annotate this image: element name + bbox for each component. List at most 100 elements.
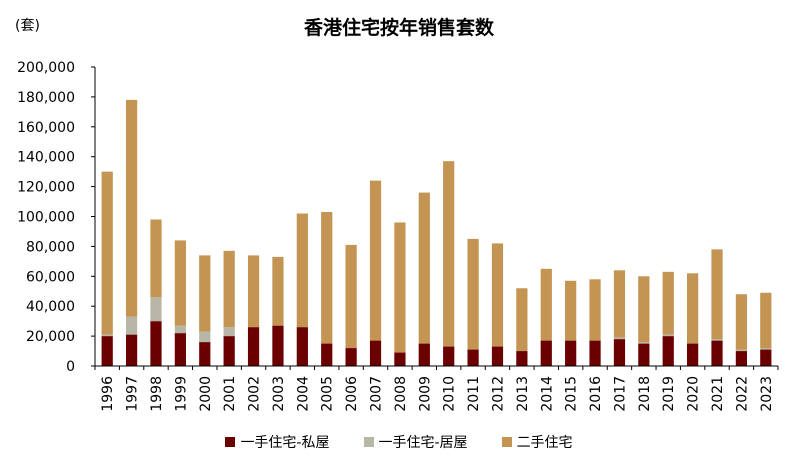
bar-1997-series-1	[125, 316, 138, 335]
bar-1999-series-0	[174, 333, 186, 366]
x-tick-label: 2015	[564, 376, 580, 412]
y-tick-label: 80,000	[26, 239, 75, 255]
y-tick-label: 20,000	[26, 329, 75, 345]
y-tick-label: 180,000	[17, 90, 75, 106]
x-tick-label: 2010	[442, 376, 458, 412]
bar-2014-series-2	[540, 268, 552, 341]
bar-2018-series-2	[638, 276, 650, 343]
bar-2011-series-0	[467, 349, 479, 366]
bar-2023-series-1	[760, 348, 772, 350]
bar-2001-series-1	[223, 327, 235, 337]
x-tick-label: 1998	[149, 376, 165, 412]
x-tick-label: 2021	[710, 376, 726, 412]
legend-item-0: 一手住宅-私屋	[225, 432, 330, 452]
bar-2013-series-2	[516, 288, 528, 352]
x-tick-label: 2019	[661, 376, 677, 412]
bar-1998-series-0	[150, 321, 162, 366]
x-tick-label: 2002	[247, 376, 263, 412]
bar-2017-series-0	[613, 339, 626, 366]
bar-2004-series-2	[296, 213, 308, 328]
bar-2000-series-0	[199, 342, 211, 366]
y-tick-label: 160,000	[17, 120, 75, 136]
x-tick-label: 2017	[612, 376, 628, 412]
bar-1999-series-2	[174, 240, 186, 326]
bar-2019-series-0	[662, 336, 674, 366]
bar-2009-series-2	[418, 192, 430, 344]
bar-2009-series-0	[418, 343, 430, 366]
x-tick-label: 2003	[271, 376, 287, 412]
bar-2002-series-2	[247, 255, 260, 328]
x-tick-label: 2012	[490, 376, 506, 412]
bar-2023-series-2	[760, 292, 772, 349]
bar-2005-series-2	[321, 212, 333, 344]
bar-1999-series-1	[174, 325, 186, 334]
bars-layer	[101, 99, 772, 366]
legend-item-1: 一手住宅-居屋	[363, 432, 468, 452]
bar-2023-series-0	[760, 349, 772, 366]
bar-2012-series-0	[491, 346, 504, 366]
x-tick-label: 2005	[320, 376, 336, 412]
x-tick-label: 2008	[393, 376, 409, 412]
bar-2013-series-0	[516, 351, 528, 366]
x-tick-label: 2006	[344, 376, 360, 412]
x-tick-label: 2014	[539, 376, 555, 412]
x-tick-label: 2023	[759, 376, 775, 412]
bar-2015-series-2	[565, 280, 577, 341]
legend-swatch	[363, 437, 374, 447]
bar-2001-series-0	[223, 336, 235, 366]
x-tick-label: 2004	[295, 376, 311, 412]
bar-2003-series-2	[272, 256, 284, 326]
legend-swatch	[225, 437, 236, 447]
x-tick-label: 2018	[637, 376, 653, 412]
bar-2019-series-2	[662, 271, 674, 335]
bar-2008-series-0	[394, 352, 406, 366]
bar-2007-series-2	[369, 180, 382, 341]
bar-2017-series-1	[613, 337, 626, 340]
bar-2005-series-0	[321, 343, 333, 366]
y-tick-label: 60,000	[26, 269, 75, 285]
y-tick-label: 200,000	[17, 60, 75, 76]
bar-1998-series-2	[150, 219, 162, 298]
y-tick-label: 140,000	[17, 150, 75, 166]
bar-2021-series-0	[711, 340, 723, 366]
legend-label: 一手住宅-居屋	[378, 435, 468, 451]
bar-2008-series-2	[394, 222, 406, 353]
y-axis-unit-label: (套)	[15, 18, 40, 34]
bar-1996-series-0	[101, 336, 113, 366]
legend-label: 二手住宅	[516, 435, 573, 451]
bar-2018-series-0	[638, 343, 650, 366]
bar-2001-series-2	[223, 250, 235, 328]
bar-2019-series-1	[662, 334, 674, 337]
bar-2017-series-2	[613, 270, 626, 338]
bar-2000-series-2	[199, 255, 211, 332]
x-tick-label: 2001	[222, 376, 238, 412]
bar-2016-series-2	[589, 279, 601, 341]
legend-item-2: 二手住宅	[501, 432, 573, 452]
bar-2020-series-2	[687, 273, 699, 344]
bar-2018-series-1	[638, 342, 650, 344]
bar-2021-series-2	[711, 249, 723, 340]
bar-1998-series-1	[150, 297, 162, 322]
bar-1997-series-0	[125, 334, 138, 366]
chart-title: 香港住宅按年销售套数	[303, 17, 494, 39]
x-tick-label: 1999	[173, 376, 189, 412]
bar-2010-series-2	[443, 161, 455, 347]
bar-2014-series-0	[540, 340, 552, 366]
y-tick-label: 40,000	[26, 299, 75, 315]
x-tick-label: 2022	[734, 376, 750, 412]
bar-2011-series-2	[467, 238, 479, 350]
x-tick-label: 1996	[100, 376, 116, 412]
legend-swatch	[501, 437, 512, 447]
bar-2021-series-1	[711, 339, 723, 341]
bar-2006-series-2	[345, 244, 357, 349]
bar-2016-series-0	[589, 340, 601, 366]
legend-label: 一手住宅-私屋	[240, 435, 330, 451]
bar-2003-series-0	[272, 325, 284, 366]
x-tick-label: 2020	[686, 376, 702, 412]
bar-2004-series-0	[296, 327, 308, 366]
bar-2022-series-0	[735, 351, 748, 366]
x-tick-label: 2007	[369, 376, 385, 412]
bar-2007-series-0	[369, 340, 382, 366]
bar-2020-series-0	[687, 343, 699, 366]
bar-1996-series-2	[101, 171, 113, 335]
